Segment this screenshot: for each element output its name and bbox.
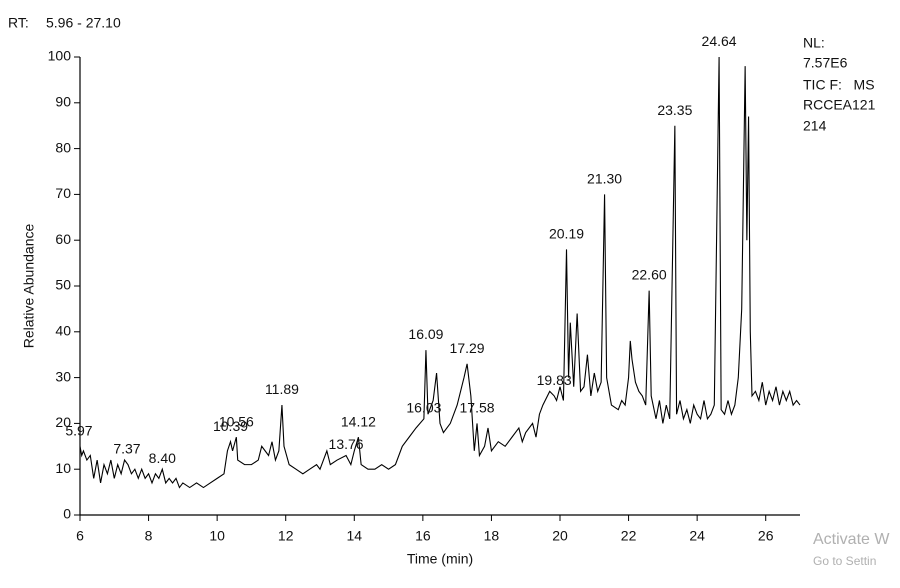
y-tick-label: 100 (48, 48, 72, 64)
y-tick-label: 30 (55, 368, 71, 384)
peak-label: 24.64 (702, 33, 737, 49)
peak-label: 21.30 (587, 171, 622, 187)
peak-label: 11.89 (265, 381, 299, 397)
peak-label: 7.37 (113, 441, 140, 457)
rt-label: RT: (8, 15, 29, 31)
x-tick-label: 16 (415, 528, 431, 544)
y-tick-label: 60 (55, 231, 71, 247)
y-tick-label: 20 (55, 414, 71, 430)
peak-label: 17.58 (460, 400, 495, 416)
info-line: RCCEA121 (803, 97, 876, 113)
peak-label: 22.60 (632, 267, 667, 283)
y-tick-label: 10 (55, 460, 71, 476)
peak-label: 13.76 (329, 436, 364, 452)
rt-range: 5.96 - 27.10 (46, 15, 121, 31)
peak-label: 17.29 (450, 340, 485, 356)
info-line: NL: (803, 35, 825, 51)
peak-label: 14.12 (341, 413, 376, 429)
info-line: 7.57E6 (803, 55, 848, 71)
peak-label: 16.09 (408, 326, 443, 342)
info-line: TIC F: MS (803, 77, 875, 93)
x-tick-label: 20 (552, 528, 568, 544)
x-tick-label: 18 (484, 528, 500, 544)
x-tick-label: 24 (689, 528, 705, 544)
peak-label: 20.19 (549, 225, 584, 241)
y-axis-label: Relative Abundance (21, 224, 37, 349)
y-tick-label: 70 (55, 185, 71, 201)
y-tick-label: 90 (55, 94, 71, 110)
y-tick-label: 50 (55, 277, 71, 293)
peak-label: 23.35 (657, 102, 692, 118)
peak-label: 5.97 (65, 422, 92, 438)
y-tick-label: 40 (55, 323, 71, 339)
peak-label: 10.39 (213, 418, 248, 434)
x-tick-label: 26 (758, 528, 774, 544)
y-tick-label: 80 (55, 139, 71, 155)
watermark: Go to Settin (813, 554, 876, 568)
info-line: 214 (803, 118, 827, 134)
trace (79, 56, 801, 489)
peak-label: 19.83 (537, 372, 572, 388)
watermark: Activate W (813, 531, 890, 548)
x-tick-label: 14 (346, 528, 362, 544)
y-tick-label: 0 (63, 506, 71, 522)
x-tick-label: 6 (76, 528, 84, 544)
peak-label: 8.40 (149, 450, 176, 466)
x-tick-label: 8 (145, 528, 153, 544)
x-tick-label: 22 (621, 528, 637, 544)
x-axis-label: Time (min) (407, 551, 473, 567)
x-tick-label: 10 (209, 528, 225, 544)
peak-label: 16.03 (406, 400, 441, 416)
x-tick-label: 12 (278, 528, 294, 544)
peak-label: 10.56 (219, 413, 254, 429)
